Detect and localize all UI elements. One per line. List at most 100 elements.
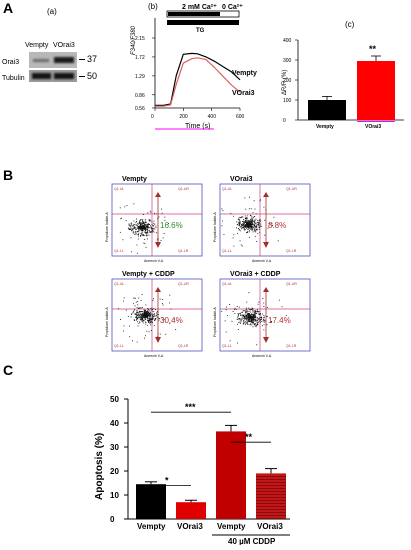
flow-dot [145, 313, 146, 315]
flow-dot [247, 222, 248, 224]
flow-dot [128, 228, 130, 230]
flow-dot [145, 321, 147, 323]
flow-dot [238, 229, 240, 231]
flow-dot [144, 223, 146, 225]
flow-dot [244, 315, 246, 317]
flow-dot [135, 228, 137, 230]
flow-dot [150, 225, 151, 227]
flow-dot [145, 225, 147, 227]
c-ytick-label: 100 [283, 98, 292, 104]
flow-dot [123, 330, 124, 332]
flow-dot [258, 222, 259, 224]
flow-dot [250, 227, 252, 229]
flow-dot [142, 320, 144, 322]
flow-dot [247, 319, 249, 321]
flow-dot [251, 219, 253, 221]
flow-dot [148, 319, 149, 321]
flow-dot [225, 331, 227, 333]
flow-dot [161, 208, 162, 210]
flow-dot [170, 308, 172, 310]
flow-dot [244, 229, 246, 231]
flow-dot [138, 228, 140, 230]
flow-dot [237, 323, 238, 325]
flow-dot [138, 315, 140, 317]
flow-dot [149, 317, 151, 318]
flow-dot [137, 225, 138, 227]
flow-dot [154, 318, 156, 320]
flow-dot [254, 230, 256, 232]
flow-dot [142, 219, 144, 221]
flow-dot [235, 309, 237, 310]
apop-bar-4 [256, 473, 286, 519]
flow-dot [147, 227, 149, 228]
flow-dot [248, 221, 250, 223]
flow-dot [149, 321, 151, 323]
flow-dot [254, 227, 256, 228]
flow-dot [145, 222, 147, 224]
flow-dot [140, 222, 142, 224]
flow-dot [245, 312, 247, 314]
flow-dot [252, 223, 253, 225]
flow-dot [137, 317, 139, 319]
flow-dot [157, 335, 158, 337]
flow-dot [257, 220, 259, 222]
flow-dot [252, 313, 254, 315]
flow-dot [130, 229, 131, 230]
flow-dot [254, 325, 256, 327]
apop-ylabel: Apoptosis (%) [94, 433, 105, 500]
flow-dot [258, 220, 260, 221]
flow-dot [252, 310, 254, 312]
flow-dot [145, 310, 146, 312]
flow-dot [156, 312, 157, 314]
flow-dot [241, 224, 242, 225]
flow-dot [249, 316, 251, 318]
flow-dot [162, 304, 164, 306]
flow-dot [257, 317, 258, 319]
flow-dot [135, 230, 137, 232]
flow-dot [148, 312, 149, 314]
flow-dot [260, 313, 261, 314]
flow-dot [244, 317, 246, 319]
flow-dot [236, 224, 238, 226]
flow-dot [148, 319, 150, 321]
flow-dot [140, 318, 142, 320]
flow-dot [221, 208, 223, 210]
flow-percentage: 16.6% [160, 221, 183, 230]
flow-dot [138, 307, 140, 309]
flow-dot [249, 313, 250, 315]
flow-dot [259, 313, 260, 315]
flow-dot [253, 228, 255, 230]
flow-dot [128, 224, 130, 226]
flow-dot [266, 316, 268, 317]
flow-dot [148, 309, 150, 311]
sub-label-a: (a) [47, 7, 57, 16]
flow-dot [255, 222, 256, 224]
flow-dot [148, 224, 150, 226]
flow-dot [271, 321, 273, 322]
flow-dot [222, 210, 224, 211]
flow-dot [136, 244, 138, 246]
flow-dot [155, 309, 156, 310]
flow-dot [247, 319, 249, 321]
flow-dot [151, 231, 153, 233]
flow-dot [252, 308, 254, 310]
flow-dot [121, 217, 122, 219]
flow-dot [130, 225, 132, 226]
flow-dot [245, 315, 247, 317]
flow-dot [150, 312, 152, 314]
flow-dot [154, 319, 156, 321]
flow-dot [119, 207, 121, 209]
flow-dot [151, 313, 153, 315]
apop-ytick-label: 20 [110, 467, 119, 476]
flow-dot [254, 235, 256, 237]
flow-dot [144, 314, 146, 316]
flow-dot [148, 313, 150, 315]
flow-dot [240, 217, 241, 219]
flow-dot [150, 309, 152, 311]
flow-dot [132, 225, 133, 227]
flow-dot [143, 312, 145, 314]
flow-dot [239, 240, 241, 242]
flow-dot [140, 229, 141, 231]
flow-dot [134, 227, 136, 228]
apop-ytick-label: 0 [110, 515, 115, 524]
